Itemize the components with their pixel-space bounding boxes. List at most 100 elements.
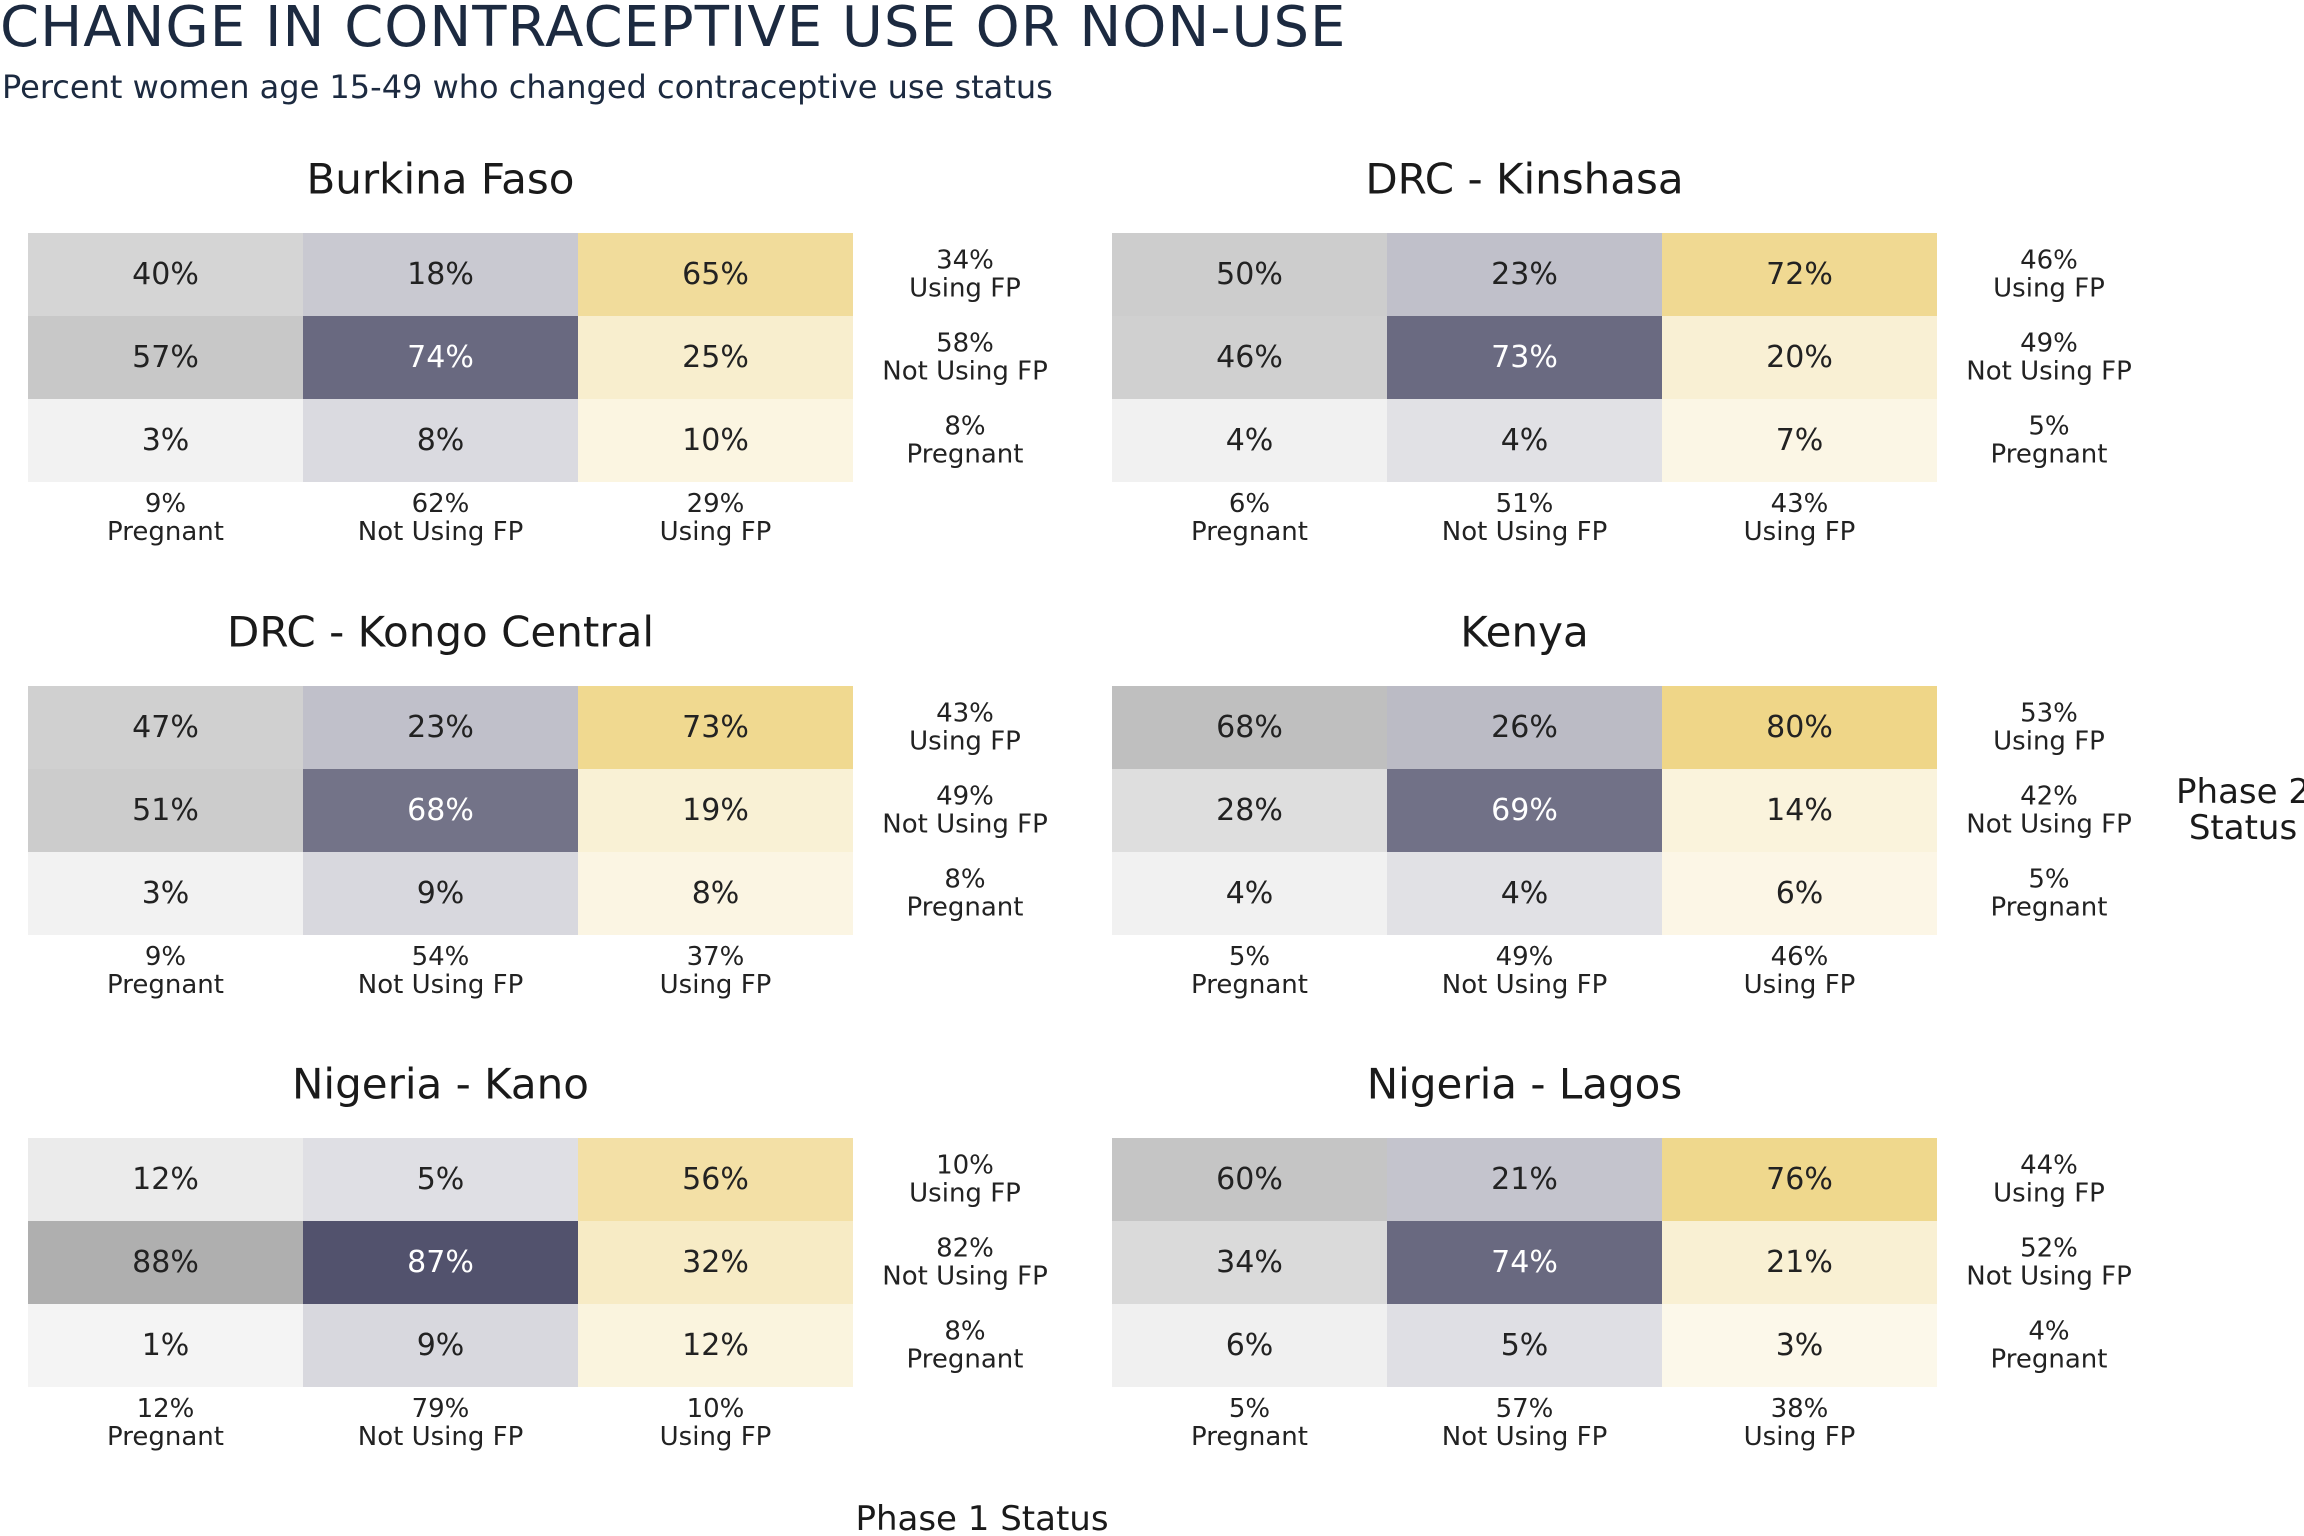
column-total-value: 49% [1496,942,1554,972]
heatmap-cell [578,852,853,935]
heatmap-cell [1112,316,1387,399]
row-total-label: Using FP [1993,1179,2105,1209]
row-total-label: Pregnant [907,440,1024,470]
row-total-value: 4% [2028,1317,2069,1347]
cell-label: 5% [417,1162,465,1197]
cell-label: 26% [1491,710,1558,745]
cell-label: 21% [1491,1162,1558,1197]
heatmap-cell [1387,686,1662,769]
row-total-value: 5% [2028,412,2069,442]
row-total-value: 52% [2020,1234,2078,1264]
row-total-label: Not Using FP [882,1262,1048,1292]
row-total-label: Not Using FP [1966,357,2132,387]
cell-label: 25% [682,340,749,375]
panel-title: Nigeria - Kano [292,1060,589,1109]
heatmap-cell [303,1221,578,1304]
heatmap-cell [1387,1221,1662,1304]
heatmap-cell [1387,233,1662,316]
row-total-label: Using FP [909,274,1021,304]
column-total-value: 29% [687,489,745,519]
column-total-label: Not Using FP [358,517,524,547]
column-total-value: 9% [145,942,186,972]
cell-label: 80% [1766,710,1833,745]
heatmap-cell [28,1138,303,1221]
heatmap-cell [578,399,853,482]
column-total-value: 5% [1229,1394,1270,1424]
cell-label: 8% [692,876,740,911]
cell-label: 3% [1776,1328,1824,1363]
heatmap-cell [1112,399,1387,482]
cell-label: 9% [417,876,465,911]
row-total-label: Using FP [1993,727,2105,757]
row-total-value: 10% [936,1151,994,1181]
heatmap-cell [578,1221,853,1304]
cell-label: 8% [417,423,465,458]
heatmap-cell [28,233,303,316]
cell-label: 6% [1226,1328,1274,1363]
heatmap-cell [1662,399,1937,482]
panel-title: Kenya [1460,608,1589,657]
heatmap-cell [303,399,578,482]
cell-label: 12% [682,1328,749,1363]
panel-title: DRC - Kinshasa [1365,155,1683,204]
cell-label: 3% [142,876,190,911]
cell-label: 73% [1491,340,1558,375]
heatmap-cell [1662,1138,1937,1221]
cell-label: 6% [1776,876,1824,911]
cell-label: 23% [407,710,474,745]
heatmap-cell [303,769,578,852]
heatmap-cell [1387,769,1662,852]
column-total-value: 54% [412,942,470,972]
row-total-label: Using FP [1993,274,2105,304]
column-total-label: Using FP [660,1422,772,1452]
column-total-label: Not Using FP [358,1422,524,1452]
column-total-value: 37% [687,942,745,972]
row-total-label: Pregnant [907,1345,1024,1375]
column-total-label: Using FP [1744,970,1856,1000]
cell-label: 76% [1766,1162,1833,1197]
column-total-value: 12% [137,1394,195,1424]
cell-label: 68% [1216,710,1283,745]
panel-title: Burkina Faso [306,155,574,204]
row-total-label: Pregnant [1991,1345,2108,1375]
heatmap-cell [28,316,303,399]
cell-label: 51% [132,793,199,828]
column-total-label: Using FP [1744,1422,1856,1452]
cell-label: 21% [1766,1245,1833,1280]
cell-label: 10% [682,423,749,458]
heatmap-cell [28,1304,303,1387]
heatmap-cell [28,686,303,769]
cell-label: 74% [407,340,474,375]
cell-label: 12% [132,1162,199,1197]
column-total-value: 38% [1771,1394,1829,1424]
heatmap-cell [578,686,853,769]
row-total-value: 53% [2020,699,2078,729]
row-total-value: 8% [944,1317,985,1347]
cell-label: 20% [1766,340,1833,375]
heatmap-cell [1112,852,1387,935]
column-total-value: 51% [1496,489,1554,519]
cell-label: 47% [132,710,199,745]
heatmap-cell [1112,686,1387,769]
heatmap-cell [303,852,578,935]
cell-label: 4% [1501,423,1549,458]
cell-label: 4% [1226,423,1274,458]
row-total-value: 8% [944,865,985,895]
column-total-label: Pregnant [1191,970,1308,1000]
cell-label: 56% [682,1162,749,1197]
heatmap-cell [1112,1221,1387,1304]
cell-label: 50% [1216,257,1283,292]
column-total-label: Not Using FP [1442,1422,1608,1452]
cell-label: 1% [142,1328,190,1363]
column-total-label: Using FP [660,970,772,1000]
row-total-label: Pregnant [1991,893,2108,923]
column-total-value: 10% [687,1394,745,1424]
heatmap-cell [28,852,303,935]
column-total-label: Pregnant [107,517,224,547]
cell-label: 4% [1226,876,1274,911]
row-total-value: 43% [936,699,994,729]
cell-label: 65% [682,257,749,292]
column-total-label: Pregnant [1191,1422,1308,1452]
heatmap-cell [303,686,578,769]
